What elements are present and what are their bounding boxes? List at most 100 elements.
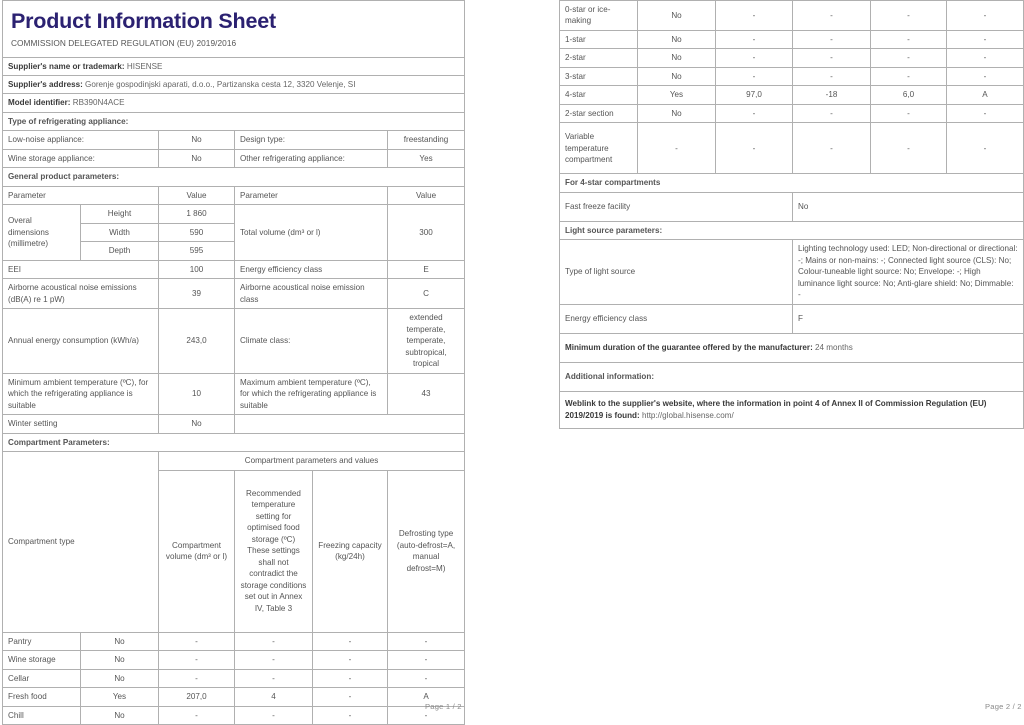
noise-emissions-value: 39 — [158, 278, 235, 310]
compartment-present: No — [637, 66, 716, 87]
compartment-present: Yes — [80, 687, 159, 707]
page-2-footer: Page 2 / 2 — [985, 702, 1022, 711]
overall-dimensions-label: Overal dimensions (millimetre) — [2, 204, 81, 261]
weblink-label: Weblink to the supplier's website, where… — [565, 399, 987, 420]
compartment-sub-header-row: Compartment volume (dm³ or l) Recommende… — [3, 469, 466, 633]
design-type-value: freestanding — [386, 130, 466, 150]
table-row: Energy efficiency class F — [559, 303, 1024, 334]
compartment-volume: - — [158, 631, 235, 652]
compartment-defrost: - — [946, 29, 1024, 50]
compartment-type: Chill — [2, 705, 81, 725]
weblink-value[interactable]: http://global.hisense.com/ — [641, 410, 734, 420]
subtitle-row: COMMISSION DELEGATED REGULATION (EU) 201… — [1, 35, 466, 58]
compartment-defrost: - — [946, 0, 1024, 31]
compartment-volume: 97,0 — [715, 85, 793, 105]
compartment-defrost: - — [386, 668, 466, 689]
compartment-temp: - — [792, 103, 871, 124]
min-ambient-temp-label: Minimum ambient temperature (ºC), for wh… — [2, 372, 159, 416]
table-row: 1-star No - - - - — [559, 29, 1024, 50]
compartment-defrost: - — [946, 122, 1024, 175]
compartment-freezing: - — [312, 650, 388, 670]
table-row: Winter setting No — [2, 414, 466, 434]
page-2-table: 0-star or ice-making No - - - - 1-star N… — [559, 0, 1024, 429]
supplier-name-label: Supplier's name or trademark: — [8, 61, 125, 71]
design-type-label: Design type: — [234, 130, 388, 150]
compartment-freezing: - — [870, 29, 947, 50]
compartment-temp: - — [234, 705, 313, 725]
col-header-parameter-2: Parameter — [234, 185, 388, 206]
total-volume-value: 300 — [386, 204, 466, 261]
compartment-freezing: - — [870, 66, 947, 87]
eei-label: EEI — [2, 259, 159, 280]
compartment-type-col-header: Compartment type — [2, 451, 159, 633]
col-header-value-1: Value — [158, 185, 235, 206]
table-row: Airborne acoustical noise emissions (dB(… — [2, 278, 466, 310]
compartment-freezing: - — [870, 103, 947, 124]
compartment-volume: - — [158, 650, 235, 670]
page-1: Product Information Sheet COMMISSION DEL… — [1, 0, 466, 725]
guarantee-row: Minimum duration of the guarantee offere… — [559, 332, 1024, 363]
winter-setting-label: Winter setting — [2, 414, 159, 434]
dimension-height-value: 1 860 — [158, 204, 235, 224]
compartment-defrost-col-header: Defrosting type (auto-defrost=A, manual … — [386, 469, 466, 633]
table-row: Low-noise appliance: No Design type: fre… — [2, 130, 466, 150]
compartment-parameters-header-row: Compartment Parameters: — [1, 432, 466, 453]
compartment-defrost: - — [946, 66, 1024, 87]
compartment-group-header-row: Compartment type Compartment parameters … — [2, 451, 466, 633]
table-row: Wine storage appliance: No Other refrige… — [2, 148, 466, 169]
supplier-name-value: HISENSE — [126, 61, 163, 71]
page-1-table: Product Information Sheet COMMISSION DEL… — [1, 0, 466, 725]
energy-efficiency-class-value: E — [386, 259, 466, 280]
winter-setting-value: No — [158, 414, 235, 434]
min-ambient-temp-value: 10 — [158, 372, 235, 416]
compartment-freezing: - — [312, 668, 388, 689]
table-row: Chill No - - - - — [2, 705, 466, 725]
light-source-header-row: Light source parameters: — [559, 220, 1024, 241]
four-star-header: For 4-star compartments — [559, 173, 1024, 193]
compartment-volume: - — [158, 705, 235, 725]
compartment-temp: - — [234, 668, 313, 689]
compartment-present: No — [637, 48, 716, 68]
table-row: 2-star section No - - - - — [559, 103, 1024, 124]
compartment-volume: - — [715, 29, 793, 50]
general-parameters-header-row: General product parameters: — [1, 167, 466, 187]
compartment-defrost: - — [946, 103, 1024, 124]
compartment-volume: - — [158, 668, 235, 689]
total-volume-label: Total volume (dm³ or l) — [234, 204, 388, 261]
compartment-freezing: - — [312, 705, 388, 725]
compartment-defrost: A — [386, 687, 466, 707]
table-row: EEI 100 Energy efficiency class E — [2, 259, 466, 280]
compartment-volume: - — [715, 0, 793, 31]
compartment-freezing: - — [312, 631, 388, 652]
compartment-type: 2-star — [559, 48, 638, 68]
low-noise-value: No — [158, 130, 235, 150]
compartment-present: No — [80, 668, 159, 689]
wine-storage-appliance-value: No — [158, 148, 235, 169]
supplier-address-label: Supplier's address: — [8, 79, 83, 89]
model-identifier-value: RB390N4ACE — [72, 98, 125, 108]
dimension-depth-value: 595 — [158, 241, 235, 261]
compartment-volume: - — [715, 66, 793, 87]
table-row: Pantry No - - - - — [2, 631, 466, 652]
winter-setting-empty — [233, 414, 466, 434]
compartment-temp: -18 — [792, 85, 871, 105]
eei-value: 100 — [158, 259, 235, 280]
compartment-present: No — [637, 29, 716, 50]
supplier-address-row: Supplier's address: Gorenje gospodinjski… — [1, 74, 466, 95]
compartment-freezing: - — [870, 0, 947, 31]
compartment-type: Wine storage — [2, 650, 81, 670]
energy-efficiency-class-label: Energy efficiency class — [234, 259, 388, 280]
compartment-type: Cellar — [2, 668, 81, 689]
max-ambient-temp-value: 43 — [386, 372, 466, 416]
fast-freeze-value: No — [792, 191, 1024, 222]
noise-emission-class-label: Airborne acoustical noise emission class — [234, 278, 388, 310]
compartment-present: No — [80, 631, 159, 652]
max-ambient-temp-label: Maximum ambient temperature (ºC), for wh… — [234, 372, 388, 416]
compartment-freezing-col-header: Freezing capacity (kg/24h) — [312, 469, 388, 633]
compartment-temp-col-header: Recommended temperature setting for opti… — [234, 469, 313, 633]
model-identifier-row: Model identifier: RB390N4ACE — [1, 93, 466, 113]
table-row: Fresh food Yes 207,0 4 - A — [2, 687, 466, 707]
compartment-type: 4-star — [559, 85, 638, 105]
compartment-present: No — [80, 650, 159, 670]
compartment-present: No — [80, 705, 159, 725]
